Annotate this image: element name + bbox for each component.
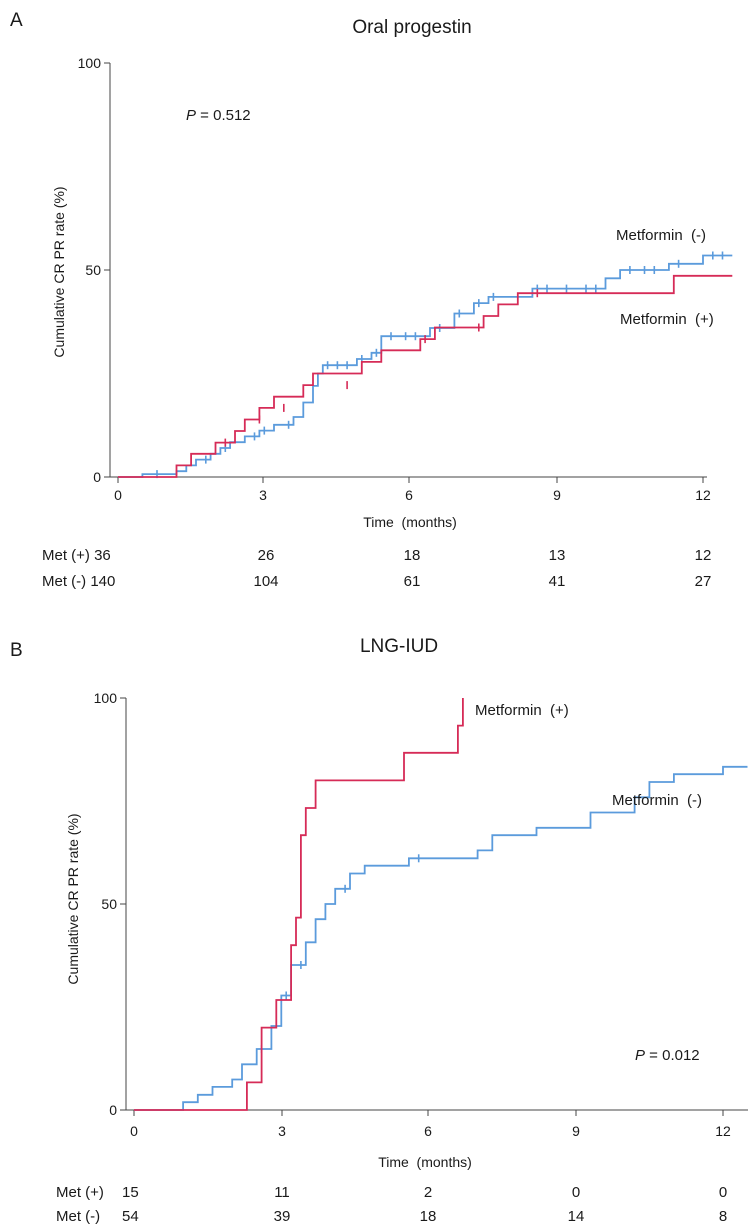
panel-b-title: LNG-IUD <box>360 636 438 657</box>
panel-a: A Oral progestin Cumulative CR PR rate (… <box>10 10 733 590</box>
panel-a-curve-metformin-pos <box>118 274 733 478</box>
panel-a-p-text: = 0.512 <box>196 107 251 124</box>
panel-a-p-symbol: P <box>186 107 196 124</box>
panel-b-x-ticks: 0 3 6 9 12 <box>130 1110 731 1139</box>
panel-a-y-axis-label: Cumulative CR PR rate (%) <box>51 186 67 357</box>
panel-b-series-layer <box>134 698 748 1111</box>
panel-a-y-ticks: 0 50 100 <box>78 55 110 485</box>
panel-a-risk-value: 104 <box>253 573 278 590</box>
panel-b-p-text: = 0.012 <box>645 1047 700 1064</box>
panel-a-x-axis-label: Time (months) <box>363 514 457 530</box>
panel-b-p-value: P = 0.012 <box>635 1047 700 1064</box>
panel-a-risk-table: Met (+) 36 26 18 13 12 Met (-) 140 104 6… <box>42 547 711 590</box>
panel-b-x-tick-label: 3 <box>278 1123 286 1139</box>
panel-a-risk-value: 26 <box>258 547 275 564</box>
panel-b-risk-table: Met (+) 15 11 2 0 0 Met (-) 54 39 18 14 … <box>56 1184 727 1225</box>
panel-a-series-layer <box>118 251 733 479</box>
panel-b-risk-value: 11 <box>274 1184 290 1201</box>
panel-a-x-tick-label: 3 <box>259 487 267 503</box>
panel-b-risk-value: 14 <box>568 1208 585 1225</box>
panel-b-y-tick-label: 50 <box>101 896 117 912</box>
panel-a-risk-value: 61 <box>404 573 421 590</box>
panel-b-risk-value: 0 <box>572 1184 580 1201</box>
panel-b-risk-n0: 15 <box>122 1184 139 1201</box>
panel-b: B LNG-IUD Cumulative CR PR rate (%) 0 50… <box>10 636 748 1225</box>
panel-a-series-label-metformin-pos: Metformin (+) <box>620 311 714 328</box>
panel-b-risk-value: 0 <box>719 1184 727 1201</box>
panel-a-series-label-metformin-neg: Metformin (-) <box>616 227 706 244</box>
panel-a-x-ticks: 0 3 6 9 12 <box>114 477 711 503</box>
panel-b-y-tick-label: 0 <box>109 1102 117 1118</box>
panel-a-risk-value: 41 <box>549 573 566 590</box>
panel-b-x-tick-label: 0 <box>130 1123 138 1139</box>
panel-b-risk-value: 39 <box>274 1208 291 1225</box>
panel-b-risk-value: 2 <box>424 1184 432 1201</box>
panel-b-x-tick-label: 6 <box>424 1123 432 1139</box>
panel-b-risk-value: 8 <box>719 1208 727 1225</box>
panel-b-series-label-metformin-pos: Metformin (+) <box>475 702 569 719</box>
panel-a-risk-value: 13 <box>549 547 566 564</box>
panel-b-series-label-metformin-neg: Metformin (-) <box>612 792 702 809</box>
panel-a-p-value: P = 0.512 <box>186 107 251 124</box>
panel-b-curve-metformin-neg <box>134 765 748 1111</box>
panel-a-x-tick-label: 0 <box>114 487 122 503</box>
panel-b-risk-n0: 54 <box>122 1208 139 1225</box>
panel-a-x-tick-label: 12 <box>695 487 711 503</box>
panel-b-p-symbol: P <box>635 1047 645 1064</box>
panel-a-y-tick-label: 0 <box>93 469 101 485</box>
panel-b-y-axis-label: Cumulative CR PR rate (%) <box>65 813 81 984</box>
panel-a-risk-value: 27 <box>695 573 712 590</box>
panel-b-risk-label: Met (-) <box>56 1208 100 1225</box>
panel-a-risk-value: 18 <box>404 547 421 564</box>
panel-a-risk-value: 12 <box>695 547 712 564</box>
panel-a-risk-label: Met (-) 140 <box>42 573 115 590</box>
panel-a-x-tick-label: 6 <box>405 487 413 503</box>
panel-b-y-tick-label: 100 <box>94 690 118 706</box>
panel-a-title: Oral progestin <box>352 17 471 38</box>
panel-b-risk-label: Met (+) <box>56 1184 104 1201</box>
panel-a-letter: A <box>10 10 23 31</box>
panel-b-risk-value: 18 <box>420 1208 437 1225</box>
panel-a-x-tick-label: 9 <box>553 487 561 503</box>
panel-a-y-tick-label: 50 <box>85 262 101 278</box>
panel-b-x-tick-label: 9 <box>572 1123 580 1139</box>
panel-b-x-axis-label: Time (months) <box>378 1154 472 1170</box>
panel-b-letter: B <box>10 640 23 661</box>
panel-b-y-ticks: 0 50 100 <box>94 690 126 1118</box>
panel-a-risk-label: Met (+) 36 <box>42 547 111 564</box>
panel-b-x-tick-label: 12 <box>715 1123 731 1139</box>
panel-b-curve-metformin-pos <box>134 698 464 1111</box>
panel-a-curve-metformin-neg <box>118 254 733 478</box>
panel-a-y-tick-label: 100 <box>78 55 102 71</box>
